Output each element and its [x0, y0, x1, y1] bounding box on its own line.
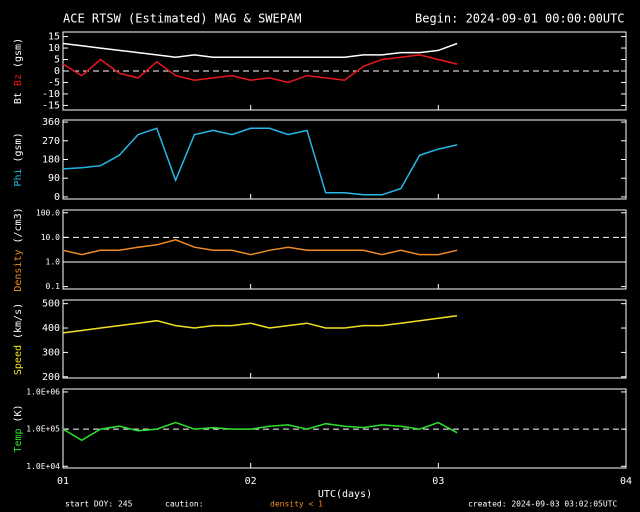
y-tick-label: -15	[42, 100, 60, 111]
x-tick-label: 03	[432, 476, 444, 487]
y-unit: (/cm3)	[13, 207, 24, 243]
series-name: Density	[13, 249, 24, 291]
y-tick-label: 1.0	[46, 258, 61, 267]
y-tick-label: 0	[54, 192, 60, 203]
series-name: Speed	[13, 345, 24, 375]
y-tick-label: 1.0E+05	[26, 425, 60, 434]
data-line	[62, 421, 458, 442]
y-tick-label: -10	[42, 89, 60, 100]
x-tick-label: 04	[620, 476, 632, 487]
series-name: Bz	[13, 74, 24, 86]
data-line	[62, 54, 458, 84]
data-line	[62, 315, 458, 334]
y-axis-label: Speed (km/s)	[13, 303, 24, 375]
panel-frame	[62, 388, 627, 469]
series-name: Phi	[13, 169, 24, 187]
y-tick-label: 400	[42, 323, 60, 334]
y-tick-label: 10	[48, 43, 60, 54]
y-tick-label: 180	[42, 155, 60, 166]
y-tick-label: 15	[48, 32, 60, 43]
y-tick-label: 1.0E+04	[26, 462, 60, 471]
y-tick-label: 100.0	[36, 208, 60, 217]
y-tick-label: -5	[48, 77, 60, 88]
y-tick-label: 360	[42, 117, 60, 128]
y-axis-label: Phi (gsm)	[13, 132, 24, 186]
footer-created: created: 2024-09-03 03:02:05UTC	[468, 500, 617, 509]
begin: Begin: 2024-09-01 00:00:00UTC	[415, 12, 625, 26]
x-tick-label: 01	[57, 476, 69, 487]
y-unit: (gsm)	[13, 132, 24, 162]
footer-caution: caution:	[165, 500, 204, 509]
data-line	[62, 42, 458, 58]
y-tick-label: 90	[48, 173, 60, 184]
title: ACE RTSW (Estimated) MAG & SWEPAM	[63, 12, 301, 26]
y-unit: (gsm)	[13, 38, 24, 68]
x-label: UTC(days)	[318, 489, 372, 500]
panel-frame	[62, 299, 627, 379]
y-unit: (K)	[13, 404, 24, 422]
y-axis-label: Bt Bz (gsm)	[13, 38, 24, 104]
data-line	[62, 127, 458, 196]
y-tick-label: 270	[42, 136, 60, 147]
y-tick-label: 10.0	[41, 233, 60, 242]
y-tick-label: 0.1	[46, 282, 61, 291]
x-tick-label: 02	[245, 476, 257, 487]
panel-frame	[62, 209, 627, 290]
y-tick-label: 200	[42, 372, 60, 383]
y-tick-label: 1.0E+06	[26, 387, 60, 396]
y-tick-label: 0	[54, 66, 60, 77]
series-name: Temp	[13, 428, 24, 452]
y-tick-label: 5	[54, 55, 60, 66]
footer-density: density < 1	[270, 500, 323, 509]
y-tick-label: 500	[42, 299, 60, 310]
footer-start: start DOY: 245	[65, 500, 133, 509]
y-axis-label: Density (/cm3)	[13, 207, 24, 291]
series-name: Bt	[13, 92, 24, 104]
y-tick-label: 300	[42, 347, 60, 358]
y-unit: (km/s)	[13, 303, 24, 339]
data-line	[62, 239, 458, 256]
y-axis-label: Temp (K)	[13, 404, 24, 452]
